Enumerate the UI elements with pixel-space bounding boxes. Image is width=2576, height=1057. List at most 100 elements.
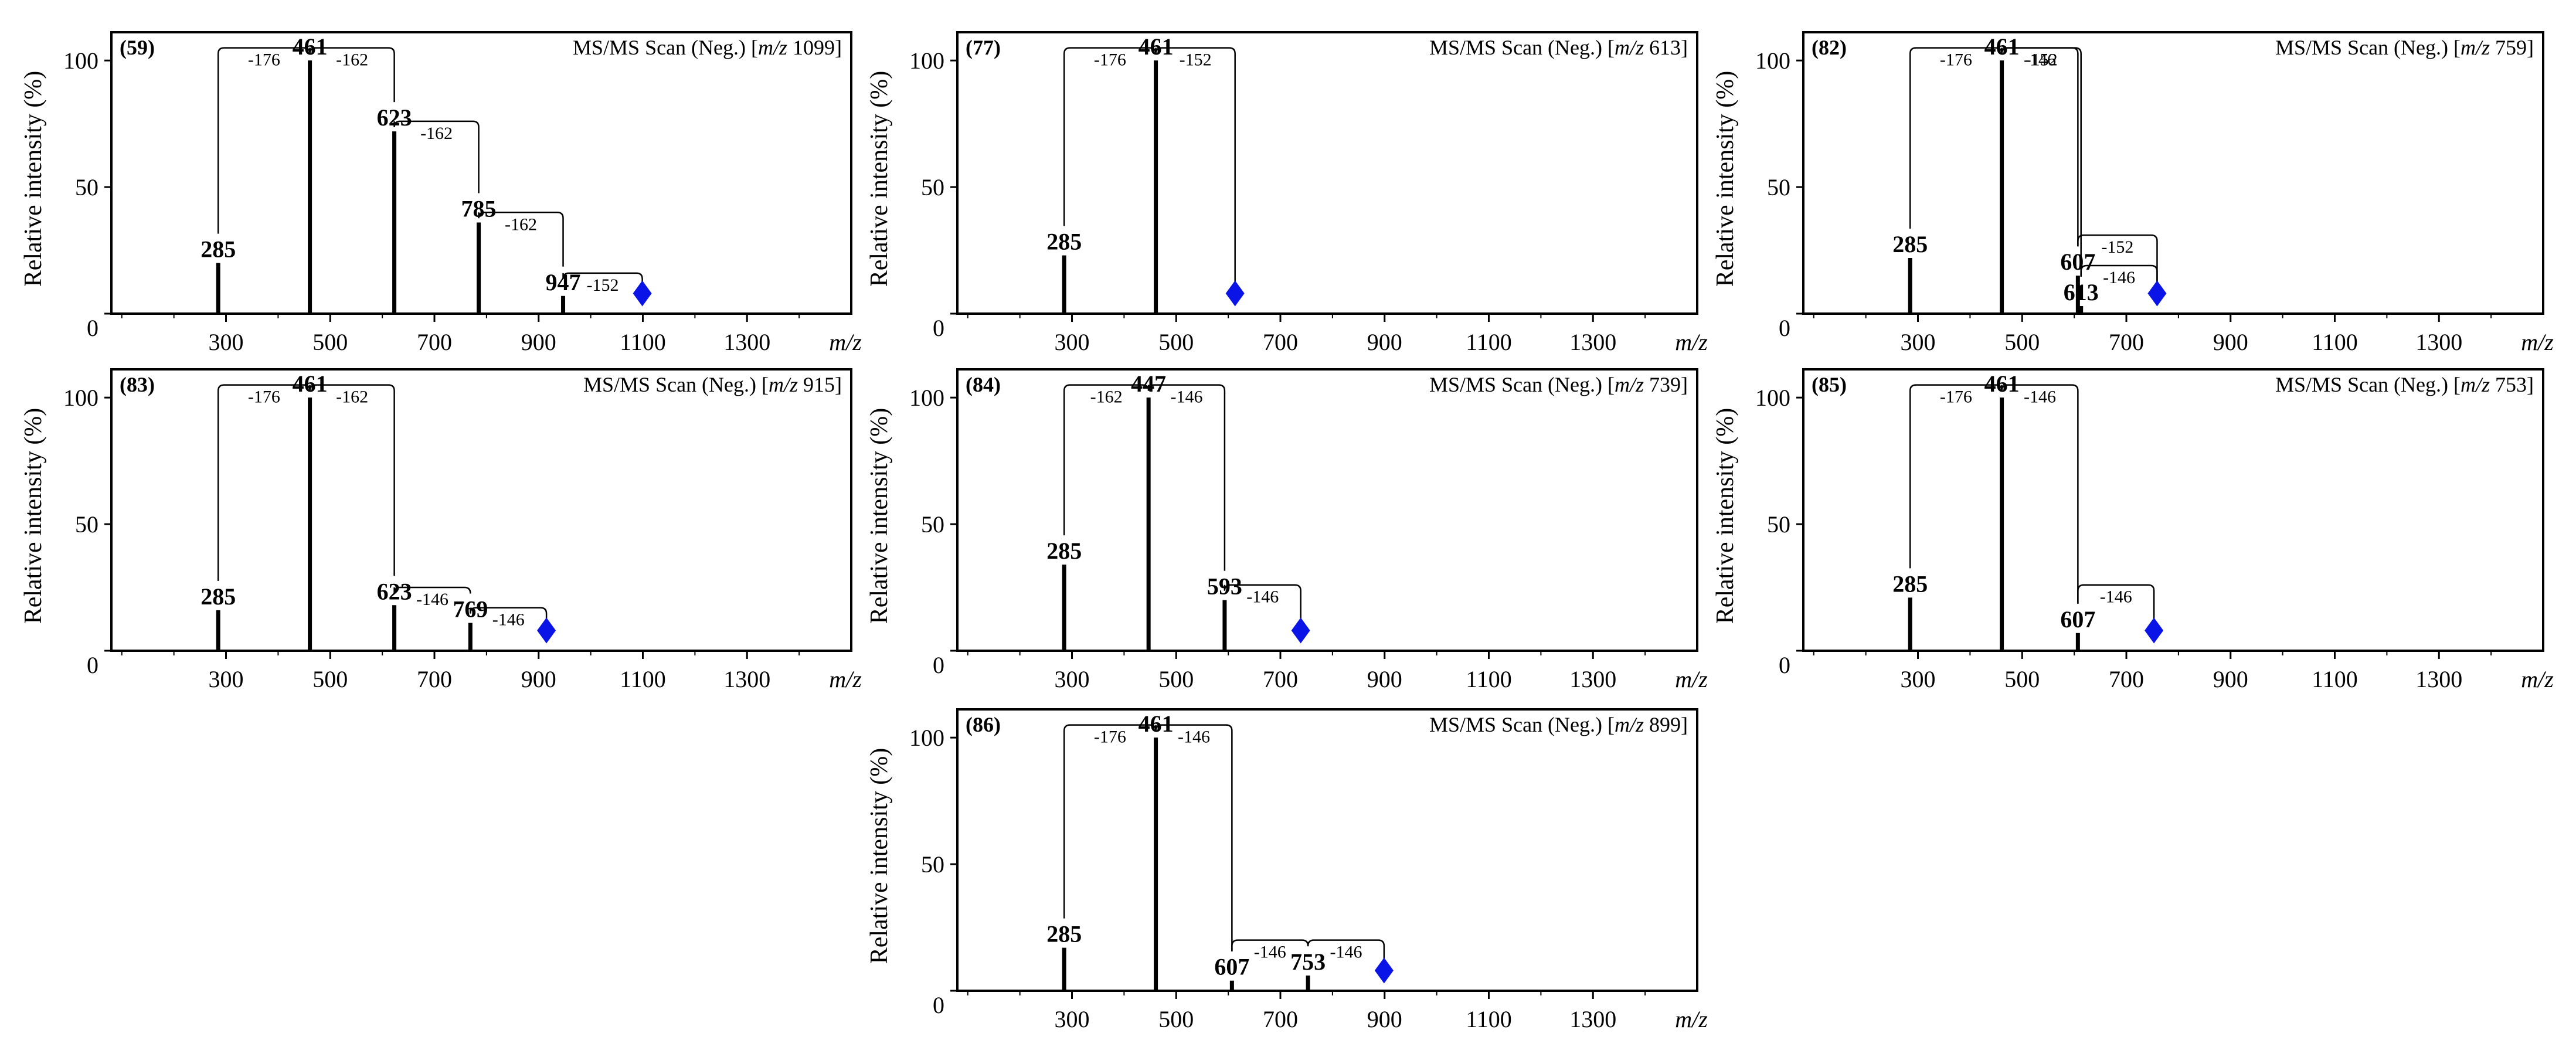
title-mz: m/z xyxy=(2461,373,2490,396)
title-mz: m/z xyxy=(758,36,787,59)
y-axis-label: Relative intensity (%) xyxy=(866,408,893,624)
peak-label: 753 xyxy=(1290,949,1326,975)
precursor-diamond-icon xyxy=(2145,617,2164,644)
loss-bracket xyxy=(1063,384,1150,536)
plot-frame xyxy=(956,708,1698,992)
x-tick-label: 1100 xyxy=(620,666,666,692)
loss-label: -146 xyxy=(1246,587,1279,607)
spectrum-panel: 0 50 100 300 500 700 900 1100 1300 m/z Relative in… xyxy=(866,31,1708,355)
peak-label: 285 xyxy=(200,583,236,610)
title-prefix: MS/MS Scan (Neg.) [ xyxy=(2275,36,2461,59)
x-tick-label: 1300 xyxy=(2415,666,2462,692)
spectrum-title: MS/MS Scan (Neg.) [m/z 753] xyxy=(2275,373,2534,396)
loss-bracket xyxy=(470,607,548,628)
peak-label: 447 xyxy=(1131,371,1166,397)
x-tick-label: 700 xyxy=(1263,1006,1298,1032)
y-tick-label: 100 xyxy=(909,385,944,411)
y-axis-label: Relative intensity (%) xyxy=(866,748,893,964)
loss-label: -176 xyxy=(1094,728,1126,747)
title-mz: m/z xyxy=(2461,36,2490,59)
peak-label: 461 xyxy=(1139,711,1174,737)
loss-label: -146 xyxy=(2103,268,2135,287)
x-tick-label: 500 xyxy=(2004,666,2040,692)
x-tick-label: 500 xyxy=(312,329,348,355)
peak-label: 461 xyxy=(293,371,328,397)
loss-label: -176 xyxy=(248,388,280,407)
x-tick-label: 700 xyxy=(2109,666,2144,692)
plot-frame xyxy=(1802,31,2544,315)
x-tick-label: 900 xyxy=(2213,329,2248,355)
spectrum-panel: 0 50 100 300 500 700 900 1100 1300 m/z Relative in… xyxy=(866,708,1708,1032)
x-tick-label: 900 xyxy=(521,329,556,355)
title-value: 759] xyxy=(2490,36,2534,59)
x-tick-label: 1300 xyxy=(1569,329,1616,355)
x-axis-unit: m/z xyxy=(2521,666,2554,692)
x-tick-label: 500 xyxy=(1158,1006,1194,1032)
loss-label: -152 xyxy=(2026,50,2058,70)
loss-bracket xyxy=(1063,47,1157,226)
y-tick-label: 0 xyxy=(87,315,98,341)
peak-label: 285 xyxy=(1892,231,1928,257)
x-tick-label: 500 xyxy=(1158,329,1194,355)
precursor-diamond-icon xyxy=(633,280,652,307)
y-tick-label: 0 xyxy=(87,652,98,678)
peak-label: 607 xyxy=(2060,249,2095,275)
loss-bracket xyxy=(393,586,471,594)
title-mz: m/z xyxy=(1615,373,1644,396)
panel-id: (82) xyxy=(1812,36,1847,59)
title-value: 613] xyxy=(1644,36,1688,59)
spectrum-title: MS/MS Scan (Neg.) [m/z 613] xyxy=(1429,36,1688,59)
loss-label: -176 xyxy=(1940,388,1972,407)
y-tick-label: 0 xyxy=(933,652,944,678)
loss-label: -146 xyxy=(416,590,448,609)
loss-bracket xyxy=(2077,584,2155,628)
x-tick-label: 700 xyxy=(2109,329,2144,355)
x-tick-label: 1100 xyxy=(2312,329,2358,355)
y-tick-label: 100 xyxy=(909,725,944,751)
peak-label: 285 xyxy=(200,236,236,263)
y-tick-label: 100 xyxy=(909,47,944,74)
x-tick-label: 1300 xyxy=(723,329,770,355)
y-tick-label: 100 xyxy=(1755,47,1790,74)
spectrum-panel: 0 50 100 300 500 700 900 1100 1300 m/z Relative in… xyxy=(1712,368,2554,692)
panel-id: (83) xyxy=(120,373,155,396)
precursor-diamond-icon xyxy=(2147,280,2167,307)
spectrum-panel: 0 50 100 300 500 700 900 1100 1300 m/z Relative in… xyxy=(20,31,862,355)
x-tick-label: 1300 xyxy=(2415,329,2462,355)
spectrum-title: MS/MS Scan (Neg.) [m/z 899] xyxy=(1429,713,1688,736)
loss-bracket xyxy=(1307,939,1385,968)
loss-bracket xyxy=(478,212,564,267)
x-tick-label: 300 xyxy=(1055,666,1090,692)
y-tick-label: 50 xyxy=(921,174,944,200)
loss-label: -146 xyxy=(1330,943,1362,962)
spectrum-title: MS/MS Scan (Neg.) [m/z 739] xyxy=(1429,373,1688,396)
panel-id: (59) xyxy=(120,36,155,59)
loss-bracket xyxy=(393,120,480,193)
title-mz: m/z xyxy=(1615,713,1644,736)
y-tick-label: 50 xyxy=(75,174,98,200)
x-tick-label: 300 xyxy=(1901,666,1936,692)
y-axis-label: Relative intensity (%) xyxy=(1712,408,1739,624)
title-mz: m/z xyxy=(769,373,798,396)
loss-label: -176 xyxy=(1940,50,1972,70)
x-tick-label: 1100 xyxy=(1466,666,1512,692)
x-tick-label: 900 xyxy=(1367,329,1402,355)
y-tick-label: 0 xyxy=(933,992,944,1018)
loss-label: -162 xyxy=(1090,388,1123,407)
loss-bracket xyxy=(1224,584,1301,628)
loss-label: -146 xyxy=(2024,388,2056,407)
precursor-diamond-icon xyxy=(1291,617,1310,644)
precursor-diamond-icon xyxy=(1225,280,1245,307)
x-tick-label: 1100 xyxy=(1466,1006,1512,1032)
x-tick-label: 700 xyxy=(1263,329,1298,355)
peak-label: 613 xyxy=(2064,279,2099,305)
y-tick-label: 100 xyxy=(1755,385,1790,411)
spectrum-panel: 0 50 100 300 500 700 900 1100 1300 m/z Relative in… xyxy=(866,368,1708,692)
plot-frame xyxy=(110,368,852,652)
loss-label: -146 xyxy=(1171,388,1203,407)
precursor-diamond-icon xyxy=(1374,957,1394,984)
x-tick-label: 700 xyxy=(417,329,452,355)
x-tick-label: 300 xyxy=(209,666,244,692)
x-tick-label: 1300 xyxy=(723,666,770,692)
loss-label: -152 xyxy=(587,276,619,295)
